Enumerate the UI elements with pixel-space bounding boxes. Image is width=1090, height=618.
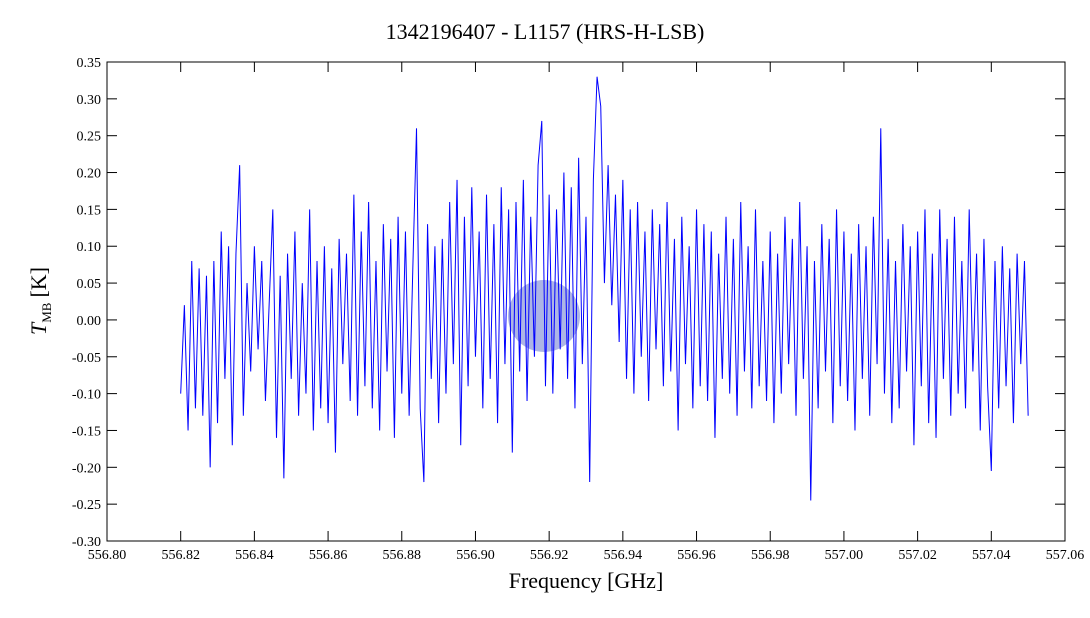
y-tick-label: 0.20	[77, 167, 102, 182]
y-tick-label: 0.10	[77, 240, 102, 255]
y-tick-label: -0.25	[72, 498, 101, 513]
x-tick-label: 556.96	[677, 548, 716, 563]
y-tick-label: -0.10	[72, 388, 101, 403]
y-axis-unit: [K]	[26, 267, 51, 298]
y-axis-subscript: MB	[39, 302, 54, 323]
x-tick-label: 557.06	[1046, 548, 1085, 563]
y-tick-label: 0.35	[77, 56, 102, 71]
y-axis-label: TMB [K]	[26, 267, 54, 335]
x-tick-label: 556.92	[530, 548, 569, 563]
x-tick-label: 556.82	[161, 548, 200, 563]
x-tick-label: 556.88	[383, 548, 422, 563]
y-tick-label: 0.05	[77, 277, 102, 292]
x-tick-label: 556.98	[751, 548, 790, 563]
y-tick-label: -0.20	[72, 461, 101, 476]
y-tick-label: 0.25	[77, 130, 102, 145]
x-tick-label: 556.80	[88, 548, 127, 563]
x-tick-label: 557.00	[825, 548, 864, 563]
x-tick-label: 556.86	[309, 548, 348, 563]
x-tick-label: 556.84	[235, 548, 274, 563]
x-tick-label: 556.94	[604, 548, 643, 563]
x-tick-label: 557.02	[898, 548, 937, 563]
y-tick-label: 0.15	[77, 203, 102, 218]
chart-title: 1342196407 - L1157 (HRS-H-LSB)	[386, 19, 705, 44]
x-tick-label: 557.04	[972, 548, 1011, 563]
y-tick-label: 0.30	[77, 93, 102, 108]
plot-frame	[106, 61, 1066, 542]
y-tick-label: -0.15	[72, 424, 101, 439]
x-axis-label: Frequency [GHz]	[509, 568, 664, 593]
y-axis-symbol: T	[26, 321, 51, 335]
y-tick-label: -0.30	[72, 535, 101, 550]
y-tick-label: 0.00	[77, 314, 102, 329]
y-tick-label: -0.05	[72, 351, 101, 366]
spectrum-line	[180, 76, 1029, 501]
x-tick-label: 556.90	[456, 548, 495, 563]
